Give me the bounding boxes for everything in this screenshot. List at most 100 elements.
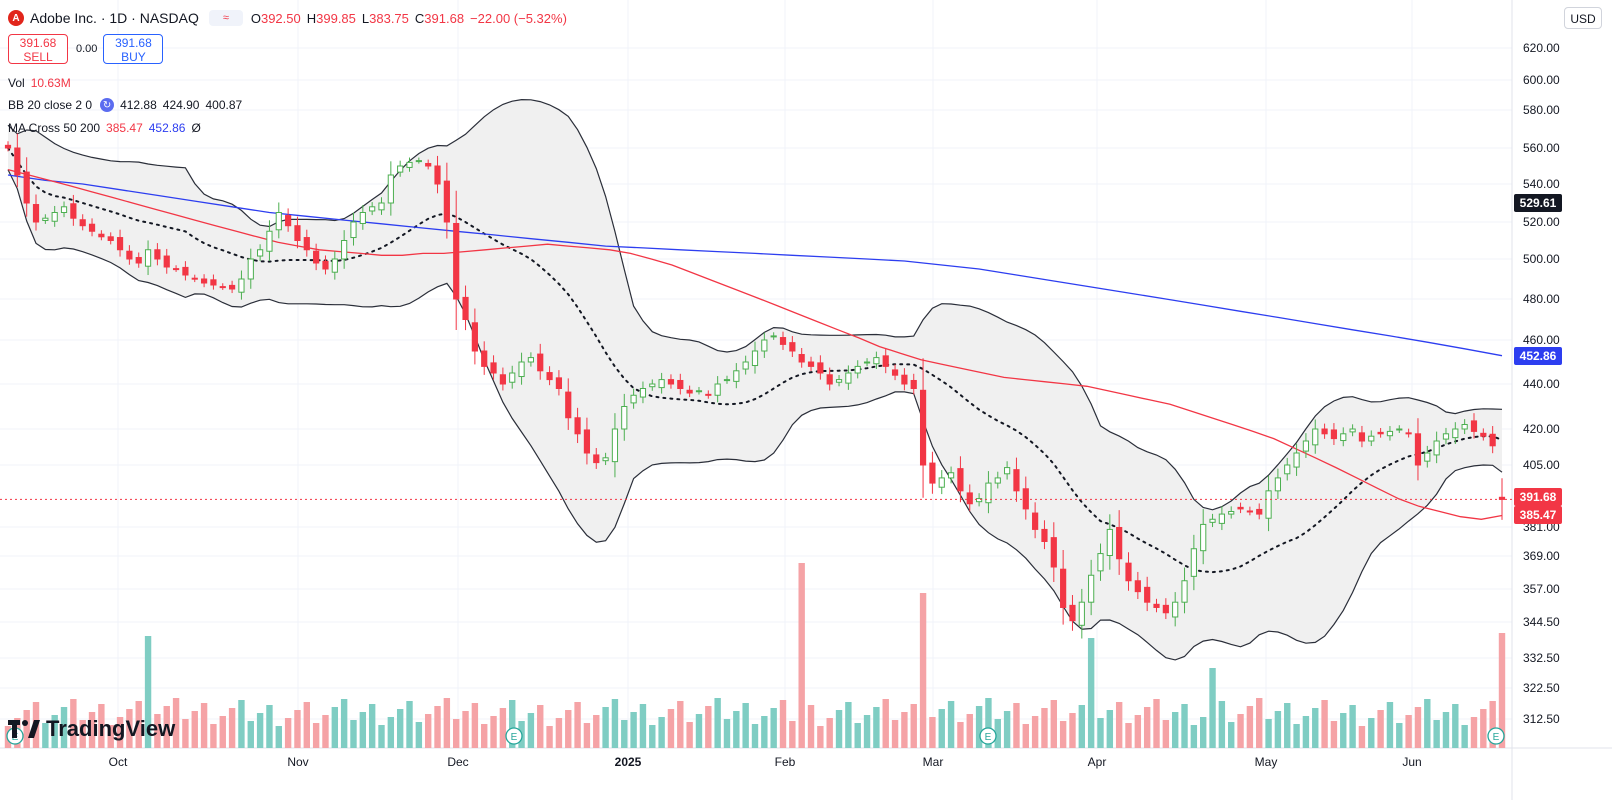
candle [135,252,142,268]
candle-body [947,472,955,479]
refresh-icon[interactable]: ↻ [100,98,115,112]
candle-body [294,225,301,241]
volume-bar [88,712,96,748]
candle [537,343,544,380]
candle-body [817,362,824,374]
currency-selector[interactable]: USD [1564,7,1602,29]
volume-bar [312,723,320,748]
volume-bar [350,720,357,748]
candle [313,243,320,271]
indicator-bollinger[interactable]: BB 20 close 2 0 ↻ 412.88 424.90 400.87 [8,98,243,112]
candle-body [341,240,348,260]
candle-body [957,468,964,492]
price-label-bg [1514,488,1562,506]
candle [1209,513,1216,528]
volume-bar [742,703,749,748]
volume-bar [1274,711,1282,748]
candle [1106,514,1113,570]
volume-bar [807,705,815,748]
price-label: 385.47 [1514,506,1562,524]
candle [1256,503,1263,520]
indicator-ma-cross[interactable]: MA Cross 50 200 385.47 452.86 Ø [8,121,201,135]
candle-body [910,379,917,390]
candle-body [14,147,21,176]
candle [172,265,180,272]
candle [126,245,133,265]
candle-body [60,206,68,214]
candle-body [1134,580,1141,593]
candle-body [397,165,404,173]
candle-body [1424,452,1431,462]
candle-body [1349,428,1356,433]
earnings-marker-text: E [985,732,992,743]
candle-body [1274,477,1282,492]
sell-button[interactable]: 391.68 SELL [8,34,68,64]
candle-body [1358,432,1366,442]
candle-body [770,335,777,338]
volume-bar [1452,704,1459,748]
volume-bar [154,714,161,748]
candle [1050,522,1057,583]
candle [499,367,506,391]
candle [555,370,563,396]
candle-body [733,370,740,382]
candle [1414,418,1422,481]
candle-body [779,337,787,345]
volume-bar [1265,719,1272,748]
candle-body [1050,537,1057,568]
candle [154,243,161,266]
candle [266,220,273,261]
price-label-text: 385.47 [1520,508,1557,522]
candle-body [481,350,488,367]
volume-bar [677,701,684,748]
candle [994,471,1001,489]
candle-body [509,372,516,383]
candle-body [1218,513,1225,524]
candle [247,248,254,289]
volume-bar [1087,638,1095,748]
candle [1349,424,1356,437]
buy-button[interactable]: 391.68 BUY [103,34,164,64]
volume-bar [163,706,170,748]
volume-bar [116,717,124,748]
candle-body [1209,518,1216,523]
volume-bar [340,699,348,748]
candle [751,341,759,374]
volume-bar [490,716,497,748]
candle [891,364,899,381]
candle-body [42,217,49,221]
price-tick-label: 560.00 [1523,141,1560,155]
candle [1116,510,1123,575]
volume-bar [1022,724,1029,748]
candle [863,358,871,367]
volume-bar [406,701,413,748]
indicator-volume[interactable]: Vol 10.63M [8,76,71,90]
candle-body [1321,428,1328,435]
volume-bar [817,726,824,748]
candle [1022,476,1029,520]
candle [985,471,992,514]
candle-body [331,258,338,273]
candle [1312,419,1319,454]
volume-bar [228,708,236,748]
candle-body [1097,553,1104,572]
candle-body [1153,603,1160,608]
symbol-title[interactable]: Adobe Inc. · 1D · NASDAQ [30,10,199,26]
time-axis: Oct Nov Dec 2025 Feb Mar Apr May Jun [109,755,1422,769]
candle [294,216,301,249]
candle [238,270,245,300]
candle-body [434,165,441,185]
candle [1274,468,1282,499]
volume-bar [1013,703,1020,748]
volume-bar [1209,668,1216,748]
compare-icon[interactable]: ≈ [208,10,243,26]
candle [1321,423,1328,439]
volume-bar [266,705,273,748]
bollinger-basis-line [7,147,1503,574]
volume-bar [546,726,553,748]
candle [845,365,852,390]
candle-body [387,174,394,204]
candle-body [1470,420,1478,432]
volume-bar [1293,724,1300,748]
